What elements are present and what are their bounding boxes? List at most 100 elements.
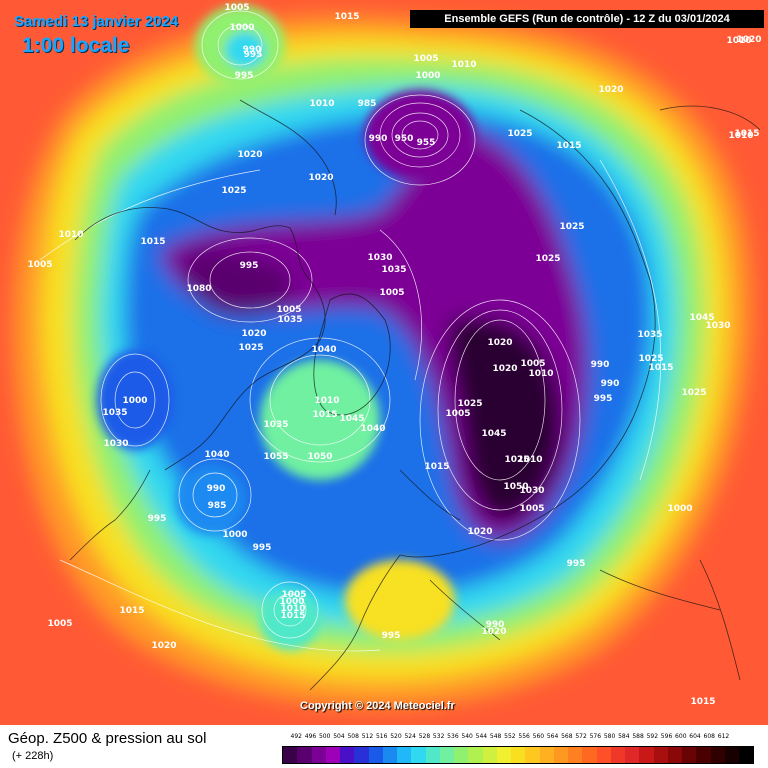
color-scale-swatch <box>311 747 326 763</box>
pressure-label: 1035 <box>263 420 288 430</box>
pressure-label: 1025 <box>638 354 663 364</box>
pressure-label: 1010 <box>451 60 476 70</box>
color-scale-swatch <box>539 747 554 763</box>
pressure-label: 1010 <box>517 455 542 465</box>
pressure-label: 1020 <box>237 150 262 160</box>
color-scale-swatch <box>397 747 412 763</box>
pressure-label: 1040 <box>311 345 336 355</box>
pressure-label: 1025 <box>504 455 529 465</box>
pressure-label: 1080 <box>186 284 211 294</box>
color-scale-swatch <box>511 747 526 763</box>
color-scale-tick-label: 512 <box>361 733 374 740</box>
pressure-label: 1015 <box>424 462 449 472</box>
pressure-label: 1020 <box>308 173 333 183</box>
color-scale-tick-label: 504 <box>333 733 345 740</box>
pressure-label: 950 <box>395 134 414 144</box>
color-scale-swatch <box>340 747 355 763</box>
blob-europe-yellow <box>345 560 455 640</box>
color-scale-tick-label: 596 <box>660 733 673 740</box>
color-scale-swatch <box>568 747 583 763</box>
pressure-label: 1015 <box>556 141 581 151</box>
color-scale-swatch <box>667 747 682 763</box>
color-scale-tick-label: 604 <box>689 733 701 740</box>
color-scale-swatch <box>582 747 597 763</box>
forecast-time-title: 1:00 locale <box>22 34 130 57</box>
pressure-label: 1010 <box>528 369 553 379</box>
pressure-label: 1000 <box>667 504 692 514</box>
forecast-date-title: Samedi 13 janvier 2024 <box>14 13 179 30</box>
pressure-label: 1030 <box>519 486 544 496</box>
pressure-label: 1025 <box>535 254 560 264</box>
pressure-label: 1040 <box>360 424 385 434</box>
color-scale-swatch <box>368 747 383 763</box>
color-scale-tick-label: 500 <box>318 733 331 740</box>
pressure-label: 1000 <box>415 71 440 81</box>
color-scale-swatch <box>439 747 454 763</box>
color-scale-tick-label: 600 <box>675 733 687 740</box>
color-scale-tick-label: 584 <box>618 733 630 740</box>
color-scale-tick-label: 536 <box>447 733 459 740</box>
pressure-label: 1030 <box>705 321 730 331</box>
color-scale-tick-label: 524 <box>404 733 416 740</box>
pressure-label: 995 <box>244 50 263 60</box>
pressure-label: 1010 <box>280 604 305 614</box>
pressure-label: 1020 <box>492 364 517 374</box>
color-scale-tick-label: 496 <box>304 733 317 740</box>
color-scale-swatch <box>739 747 754 763</box>
color-scale-tick-label: 552 <box>504 733 516 740</box>
pressure-label: 990 <box>591 360 610 370</box>
pressure-labels: 1005101510009909959951010101510201005985… <box>27 3 761 707</box>
pressure-label: 1025 <box>457 399 482 409</box>
pressure-label: 1000 <box>222 530 247 540</box>
pressure-label: 1005 <box>281 590 306 600</box>
pressure-label: 1020 <box>598 85 623 95</box>
pressure-label: 1010 <box>58 230 83 240</box>
color-scale-tick-label: 568 <box>561 733 573 740</box>
pressure-label: 1035 <box>102 408 127 418</box>
color-scale-tick-label: 564 <box>546 733 559 740</box>
pressure-label: 1045 <box>689 313 714 323</box>
color-scale-swatch <box>325 747 340 763</box>
color-scale-swatch <box>468 747 483 763</box>
pressure-label: 1015 <box>312 410 337 420</box>
color-scale-tick-label: 528 <box>418 733 431 740</box>
pressure-label: 1050 <box>503 482 528 492</box>
pressure-label: 995 <box>240 261 259 271</box>
color-scale-swatch <box>525 747 540 763</box>
pressure-label: 1000 <box>122 396 147 406</box>
color-scale-swatch <box>297 747 312 763</box>
color-scale-tick-label: 608 <box>703 733 715 740</box>
color-scale-swatch <box>496 747 511 763</box>
pressure-label: 1005 <box>47 619 72 629</box>
color-scale-swatch <box>482 747 497 763</box>
color-scale-swatch <box>639 747 654 763</box>
pressure-label: 1015 <box>119 606 144 616</box>
pressure-label: 1025 <box>221 186 246 196</box>
pressure-label: 1010 <box>309 99 334 109</box>
geopotential-field <box>13 14 752 708</box>
pressure-label: 985 <box>358 99 377 109</box>
pressure-label: 995 <box>382 631 401 641</box>
pressure-label: 1020 <box>467 527 492 537</box>
pressure-label: 1045 <box>339 414 364 424</box>
pressure-label: 1005 <box>445 409 470 419</box>
pressure-label: 1005 <box>413 54 438 64</box>
pressure-label: 1015 <box>280 611 305 621</box>
color-scale-tick-label: 532 <box>432 733 445 740</box>
pressure-label: 1035 <box>277 315 302 325</box>
blob-pacific-low <box>97 350 173 450</box>
pressure-label: 1015 <box>140 237 165 247</box>
color-scale-tick-label: 492 <box>290 733 302 740</box>
color-scale-swatch <box>724 747 739 763</box>
pressure-label: 1015 <box>648 363 673 373</box>
color-scale-swatch <box>682 747 697 763</box>
pressure-label: 1045 <box>481 429 506 439</box>
color-scale-tick-label: 572 <box>575 733 587 740</box>
pressure-label: 1020 <box>151 641 176 651</box>
blob-atlantic-low <box>365 90 475 180</box>
color-scale-tick-label: 508 <box>347 733 359 740</box>
color-scale-swatch <box>553 747 568 763</box>
pressure-label: 1005 <box>519 504 544 514</box>
pressure-label: 995 <box>148 514 167 524</box>
